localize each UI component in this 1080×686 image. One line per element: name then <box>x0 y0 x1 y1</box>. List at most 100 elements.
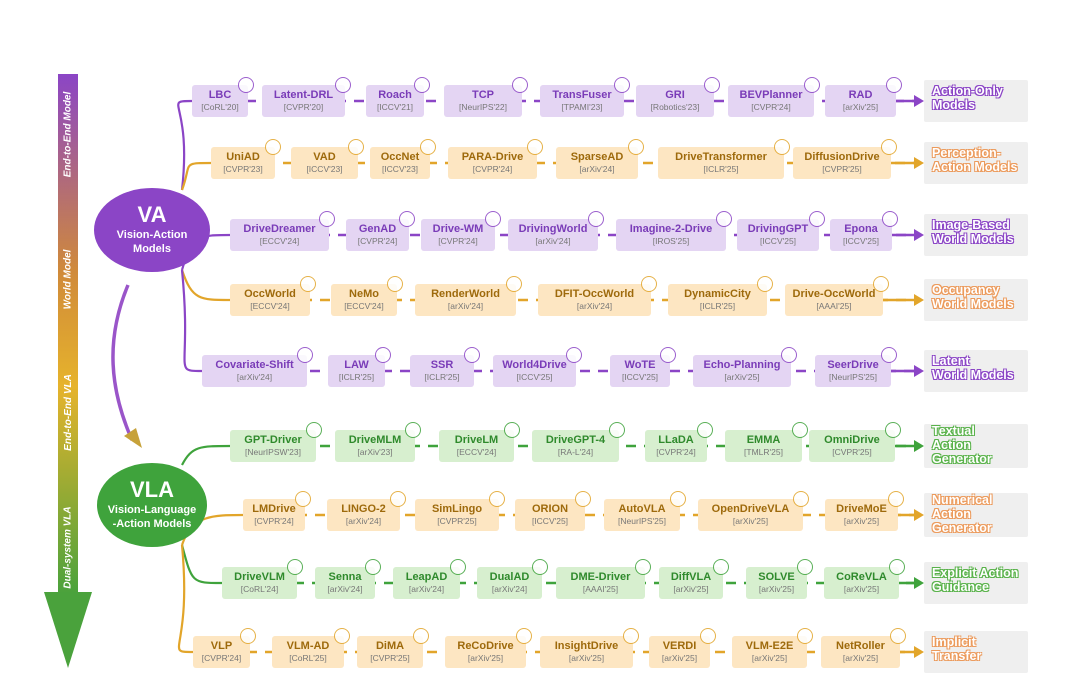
method-venue: [arXiv'25] <box>843 584 880 594</box>
method-node: SeerDrive [NeurIPS'25] <box>815 355 891 387</box>
waymo-logo <box>792 422 808 438</box>
bosch-logo <box>713 559 729 575</box>
category-label-line: Occupancy <box>932 283 1000 297</box>
method-name: EMMA <box>746 434 781 446</box>
method-name: DynamicCity <box>684 288 751 300</box>
method-name: VAD <box>313 151 336 163</box>
tum-logo <box>793 491 809 507</box>
method-name: DriveLM <box>454 434 499 446</box>
method-name: WoTE <box>624 359 656 371</box>
category-label-line: World Models <box>932 232 1014 246</box>
va-hub: VA Vision-Action Models <box>94 188 210 272</box>
method-node: LINGO-2 [arXiv'24] <box>327 499 400 531</box>
university-seal-icon <box>334 628 350 644</box>
timeline-bar <box>58 74 78 594</box>
company-logo <box>485 211 501 227</box>
hub-branch-line <box>177 99 193 191</box>
method-node: LAW [ICLR'25] <box>328 355 385 387</box>
method-venue: [ICCV'21] <box>376 102 414 112</box>
method-venue: [CVPR'25] <box>822 164 862 174</box>
university-seal-icon <box>882 211 898 227</box>
method-venue: [arXiv'25] <box>732 516 769 526</box>
university-seal-icon <box>881 139 897 155</box>
university-seal-icon <box>614 77 630 93</box>
hub-branch-line <box>181 444 231 466</box>
method-node: DriveDreamer [ECCV'24] <box>230 219 329 251</box>
timeline-phase-label: End-to-End Model <box>62 91 74 178</box>
method-node: DrivingWorld [arXiv'24] <box>508 219 598 251</box>
method-venue: [arXiv'24] <box>579 164 615 174</box>
hub-branch-line <box>180 269 231 302</box>
method-venue: [NeurIPS'25] <box>618 516 666 526</box>
method-node: DFIT-OccWorld [arXiv'24] <box>538 284 651 316</box>
method-node: VERDI [arXiv'25] <box>649 636 710 668</box>
method-name: DriveDreamer <box>243 223 316 235</box>
row-arrowhead <box>914 365 924 377</box>
va-to-vla-arrowhead <box>124 428 142 448</box>
method-name: GRI <box>665 89 685 101</box>
method-venue: [arXiv'25] <box>568 653 605 663</box>
nvidia-logo <box>697 422 713 438</box>
method-node: NeMo [ECCV'24] <box>331 284 397 316</box>
method-name: DrivingGPT <box>747 223 809 235</box>
company-logo <box>365 559 381 575</box>
method-name: Roach <box>378 89 412 101</box>
company-logo <box>716 211 732 227</box>
method-venue: [arXiv'25] <box>673 584 709 594</box>
method-node: CoReVLA [arXiv'25] <box>824 567 899 599</box>
category-label-line: Numerical <box>932 493 993 507</box>
method-name: OccNet <box>380 151 420 163</box>
method-name: DriveMoE <box>836 503 887 515</box>
method-venue: [ICCV'23] <box>381 164 419 174</box>
method-venue: [RA-L'24] <box>557 447 594 457</box>
method-node: GPT-Driver [NeurIPSW'23] <box>230 430 316 462</box>
method-node: Senna [arXiv'24] <box>315 567 375 599</box>
method-name: DiffusionDrive <box>804 151 880 163</box>
method-venue: [ECCV'24] <box>250 301 290 311</box>
method-name: AutoVLA <box>618 503 666 515</box>
method-node: VLM-AD [CoRL'25] <box>272 636 344 668</box>
company-logo <box>660 347 676 363</box>
university-seal-icon <box>306 422 322 438</box>
method-name: DiMA <box>375 640 405 652</box>
method-venue: [CVPR'25] <box>370 653 410 663</box>
method-name: VLM-E2E <box>745 640 794 652</box>
university-seal-icon <box>295 491 311 507</box>
method-name: DriveGPT-4 <box>545 434 606 446</box>
method-node: DiffVLA [arXiv'25] <box>659 567 723 599</box>
method-name: Imagine-2-Drive <box>629 223 713 235</box>
university-seal-icon <box>881 347 897 363</box>
university-seal-icon <box>238 77 254 93</box>
method-node: InsightDrive [arXiv'25] <box>540 636 633 668</box>
method-venue: [ICLR'25] <box>703 164 739 174</box>
university-seal-icon <box>797 628 813 644</box>
university-seal-icon <box>506 276 522 292</box>
timeline-phase-label: World Model <box>62 249 74 310</box>
category-label: Implicit Transfer <box>924 631 1028 673</box>
university-seal-icon <box>348 139 364 155</box>
method-node: DiMA [CVPR'25] <box>357 636 423 668</box>
method-venue: [CVPR'24] <box>656 447 696 457</box>
method-name: LINGO-2 <box>341 503 386 515</box>
method-node: GenAD [CVPR'24] <box>346 219 409 251</box>
university-seal-icon <box>512 77 528 93</box>
method-name: TCP <box>472 89 494 101</box>
hub-branch-line <box>180 161 212 191</box>
method-name: OccWorld <box>244 288 296 300</box>
method-node: TCP [NeurIPS'22] <box>444 85 522 117</box>
method-name: NetRoller <box>836 640 885 652</box>
company-logo <box>390 491 406 507</box>
method-venue: [arXiv'24] <box>535 236 571 246</box>
method-venue: [arXiv'25] <box>758 584 795 594</box>
method-name: RenderWorld <box>431 288 500 300</box>
university-seal-icon <box>890 628 906 644</box>
method-node: Epona [ICCV'25] <box>830 219 892 251</box>
method-venue: [ICCV'25] <box>759 236 797 246</box>
method-node: OccNet [ICCV'23] <box>370 147 430 179</box>
university-seal-icon <box>804 77 820 93</box>
category-label-line: Action Models <box>932 160 1018 174</box>
hub-branch-line <box>177 544 194 654</box>
university-seal-icon <box>635 559 651 575</box>
method-venue: [arXiv'23] <box>357 447 393 457</box>
method-node: DriveMLM [arXiv'23] <box>335 430 415 462</box>
